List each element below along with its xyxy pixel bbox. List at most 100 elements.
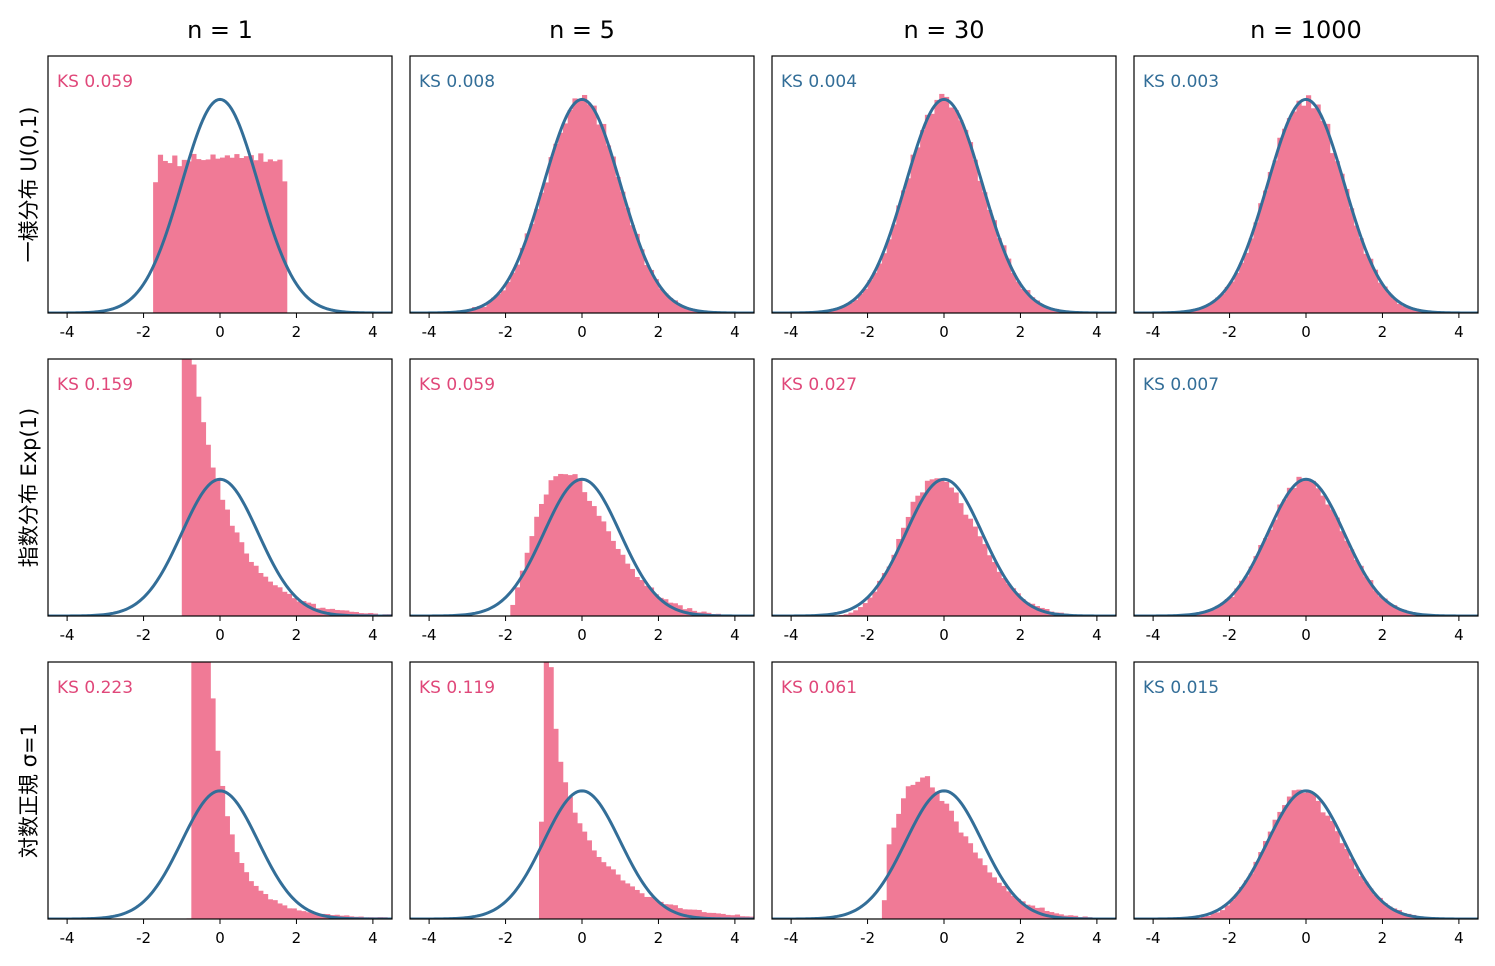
histogram-bar: [910, 784, 916, 919]
histogram-bar: [1411, 308, 1417, 313]
histogram-bar: [248, 155, 254, 313]
histogram-bar: [1315, 104, 1321, 313]
column-title: n = 1: [187, 16, 253, 44]
histogram-bar: [1229, 281, 1235, 313]
ks-statistic-label: KS 0.059: [57, 72, 133, 92]
histogram-bar: [577, 480, 583, 616]
histogram-bar: [958, 503, 964, 616]
histogram-bar: [1320, 120, 1326, 313]
ks-statistic-label: KS 0.004: [781, 72, 857, 92]
histogram-bars: [1134, 476, 1474, 616]
histogram-bar: [653, 594, 659, 616]
x-tick-label: 0: [577, 929, 587, 947]
histogram-bar: [910, 154, 916, 313]
histogram-bar: [658, 597, 664, 616]
histogram-bars: [539, 662, 754, 919]
row-label: 指数分布 Exp(1): [17, 408, 41, 567]
histogram-bar: [1001, 578, 1007, 616]
histogram-bar: [853, 299, 859, 313]
histogram-bar: [972, 852, 978, 919]
histogram-bar: [953, 821, 959, 919]
x-tick-label: 0: [939, 626, 949, 644]
histogram-bar: [1010, 272, 1017, 313]
x-tick-label: 4: [368, 626, 378, 644]
histogram-bar: [639, 249, 645, 313]
x-tick-label: 2: [1016, 929, 1026, 947]
histogram-bar: [696, 909, 702, 919]
x-tick-label: 0: [577, 323, 587, 341]
histogram-bar: [153, 182, 159, 313]
histogram-bar: [668, 602, 674, 616]
histogram-bar: [248, 561, 254, 616]
histogram-bar: [706, 912, 712, 919]
histogram-bar: [1329, 509, 1336, 616]
histogram-bar: [1258, 852, 1264, 919]
histogram-bars: [429, 94, 754, 313]
histogram-bar: [1267, 172, 1273, 313]
histogram-bar: [215, 158, 221, 313]
histogram-bar: [901, 527, 907, 616]
x-tick-label: 4: [1454, 626, 1464, 644]
histogram-bar: [1296, 476, 1302, 616]
histogram-bar: [572, 812, 578, 919]
histogram-bar: [301, 911, 307, 919]
histogram-bar: [1358, 876, 1364, 919]
histogram-bar: [515, 264, 521, 313]
x-tick-label: -4: [422, 323, 437, 341]
x-tick-label: 2: [292, 626, 302, 644]
histogram-bar: [196, 396, 202, 616]
histogram-bar: [1039, 305, 1045, 313]
histogram-bar: [562, 782, 569, 919]
histogram-bar: [582, 492, 588, 616]
x-tick-label: -2: [1222, 626, 1237, 644]
histogram-bar: [486, 301, 492, 313]
histogram-bar: [586, 500, 592, 616]
x-tick-label: 4: [1092, 626, 1102, 644]
histogram-bar: [1392, 605, 1398, 616]
x-tick-label: 0: [215, 929, 225, 947]
histogram-bar: [315, 914, 321, 919]
histogram-bar: [1205, 304, 1211, 313]
histogram-bar: [1049, 309, 1055, 313]
histogram-bar: [967, 142, 974, 313]
histogram-bar: [1329, 153, 1336, 313]
histogram-bar: [1239, 887, 1245, 919]
histogram-bar: [310, 912, 316, 919]
histogram-bar: [1200, 306, 1207, 313]
histogram-bar: [567, 796, 573, 919]
histogram-bar: [1210, 609, 1216, 616]
histogram-bar: [1258, 545, 1264, 616]
histogram-bars: [510, 473, 754, 616]
normal-pdf-curve: [48, 477, 392, 616]
x-tick-label: -4: [784, 626, 799, 644]
histogram-bar: [939, 800, 945, 919]
histogram-bar: [1210, 913, 1216, 919]
histogram-bar: [939, 93, 945, 313]
histogram-bar: [306, 602, 312, 616]
histogram-bar: [1277, 811, 1283, 919]
histogram-bar: [1020, 599, 1026, 616]
row-label: 対数正規 σ=1: [17, 723, 41, 858]
histogram-bar: [701, 912, 707, 919]
histogram-bar: [263, 894, 269, 919]
ks-statistic-label: KS 0.061: [781, 678, 857, 698]
histogram-bar: [1363, 576, 1369, 616]
histogram-bar: [944, 803, 950, 919]
x-tick-label: 4: [1092, 323, 1102, 341]
histogram-bar: [929, 787, 935, 919]
x-tick-label: 4: [730, 929, 740, 947]
histogram-panel: -4 -2 0 2 4 KS 0.059: [47, 55, 393, 341]
histogram-bar: [687, 909, 693, 919]
histogram-bar: [1382, 903, 1388, 919]
histogram-bar: [1353, 559, 1359, 616]
histogram-bar: [1006, 583, 1012, 616]
histogram-bar: [639, 893, 645, 919]
x-tick-label: 0: [939, 929, 949, 947]
histogram-bar: [220, 785, 226, 919]
histogram-bar: [620, 191, 626, 313]
x-tick-label: 2: [1378, 626, 1388, 644]
histogram-panel: -4 -2 0 2 4 KS 0.059: [409, 358, 755, 644]
histogram-bar: [1401, 306, 1407, 313]
histogram-bar: [915, 147, 921, 313]
histogram-bar: [210, 467, 216, 616]
